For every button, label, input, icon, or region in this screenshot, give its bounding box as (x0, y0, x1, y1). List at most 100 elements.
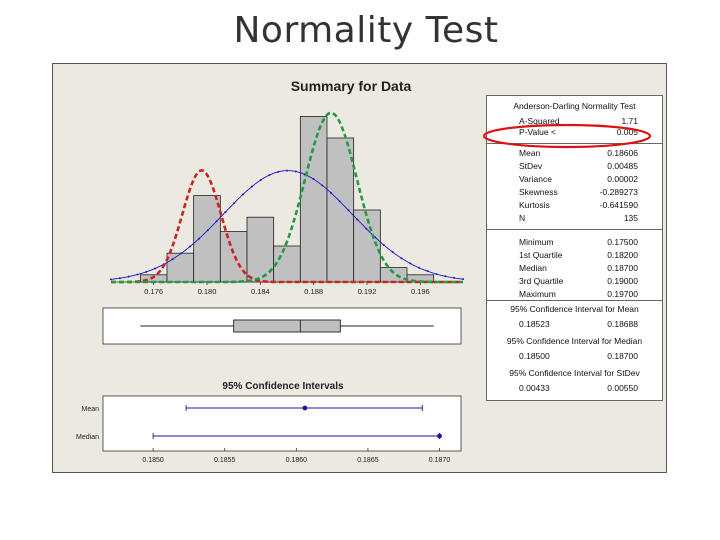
slide-title: Normality Test (233, 10, 499, 51)
ci-upper: 0.18688 (607, 319, 638, 329)
quantile-row: Median 0.18700 (487, 263, 662, 274)
stat-label: Mean (519, 148, 541, 158)
normal-fit-point (409, 262, 412, 265)
summary-chart: Summary for Data 0.176 0.180 0.184 0.188 0.1… (76, 78, 464, 464)
stat-value: 0.005 (616, 127, 638, 137)
ci-section-header: 95% Confidence Interval for Mean (510, 304, 639, 314)
descriptive-row: N 135 (487, 213, 662, 224)
quantile-row: 1st Quartile 0.18200 (487, 250, 662, 261)
stat-value: 135 (623, 213, 638, 223)
ci-upper: 0.18700 (607, 351, 638, 361)
x-tick-label: 0.196 (411, 287, 430, 296)
normal-fit-point (118, 277, 121, 280)
ad-test-header: Anderson-Darling Normality Test (513, 101, 636, 111)
stat-row-a-squared: A-Squared 1.71 (487, 116, 662, 127)
stat-value: 1.71 (621, 116, 638, 126)
normal-fit-point (400, 257, 403, 260)
normal-fit-point (277, 170, 280, 173)
ci-point-estimate (437, 433, 442, 439)
ci-plot-frame (102, 395, 462, 452)
divider (487, 143, 662, 144)
normal-fit-point (391, 251, 394, 254)
normal-fit-point (259, 179, 262, 182)
stat-label: N (519, 213, 526, 223)
ci-category-label: Median (76, 434, 99, 441)
descriptive-row: Skewness -0.289273 (487, 187, 662, 198)
boxplot-box (233, 319, 341, 333)
normal-fit-point (250, 185, 253, 188)
ci-point-estimate (302, 405, 308, 411)
divider (487, 300, 662, 301)
stat-label: Kurtosis (519, 200, 550, 210)
normal-fit-point (444, 275, 447, 278)
stat-value: 0.19000 (607, 276, 638, 286)
x-tick-label: 0.192 (358, 287, 377, 296)
normal-fit-point (286, 169, 288, 172)
normal-fit-point (347, 209, 350, 212)
histogram-bar (326, 137, 355, 283)
green-annotation-curve (111, 111, 463, 284)
quantile-row: 3rd Quartile 0.19000 (487, 276, 662, 287)
x-tick-label: 0.176 (144, 287, 163, 296)
normal-fit-point (180, 252, 183, 255)
ci-upper: 0.00550 (607, 383, 638, 393)
ci-section-values: 0.18500 0.18700 (487, 351, 662, 362)
descriptive-row: StDev 0.00485 (487, 161, 662, 172)
x-tick-label: 0.188 (304, 287, 323, 296)
normal-fit-point (268, 174, 271, 177)
stat-value: 0.00002 (607, 174, 638, 184)
stat-label: StDev (519, 161, 543, 171)
normal-fit-point (453, 276, 456, 279)
stat-value: 0.18700 (607, 263, 638, 273)
histogram-bar (166, 252, 195, 283)
x-tick-label: 0.180 (198, 287, 217, 296)
stat-label: Maximum (519, 289, 556, 299)
minitab-summary-panel: Summary for Data 0.176 0.180 0.184 0.188 0.1… (52, 63, 667, 473)
normal-fit-point (294, 170, 297, 173)
normal-fit-point (312, 178, 315, 181)
ci-x-tick-label: 0.1870 (429, 457, 451, 464)
stat-label: 1st Quartile (519, 250, 563, 260)
ci-title: 95% Confidence Intervals (222, 381, 344, 392)
ci-section-header: 95% Confidence Interval for Median (506, 336, 643, 346)
ci-x-tick-label: 0.1850 (142, 457, 164, 464)
normal-fit-point (206, 229, 209, 232)
normal-fit-point (382, 244, 385, 247)
ci-lower: 0.00433 (519, 383, 550, 393)
normal-fit-point (215, 220, 218, 223)
quantile-row: Minimum 0.17500 (487, 237, 662, 248)
quantile-row: Maximum 0.19700 (487, 289, 662, 300)
stat-label: Skewness (519, 187, 558, 197)
ci-category-label: Mean (81, 406, 99, 413)
ci-section-header: 95% Confidence Interval for StDev (509, 368, 640, 378)
normal-fit-point (365, 227, 368, 230)
normal-fit-point (321, 184, 324, 187)
normal-fit-point (224, 211, 227, 214)
histogram-bar (299, 116, 328, 283)
histogram-bar (379, 267, 408, 283)
stat-value: -0.289273 (599, 187, 638, 197)
normal-fit-point (356, 218, 359, 221)
stat-value: 0.17500 (607, 237, 638, 247)
stat-value: 0.19700 (607, 289, 638, 299)
normal-fit-point (338, 200, 341, 203)
descriptive-row: Variance 0.00002 (487, 174, 662, 185)
stat-value: 0.00485 (607, 161, 638, 171)
descriptive-row: Kurtosis -0.641590 (487, 200, 662, 211)
normal-fit-point (171, 258, 174, 261)
normal-fit-point (127, 275, 130, 278)
normal-fit-point (198, 237, 200, 240)
histogram: 0.176 0.180 0.184 0.188 0.192 0.196 (110, 111, 464, 296)
descriptive-row: Mean 0.18606 (487, 148, 662, 159)
stats-panel: Anderson-Darling Normality Test A-Square… (486, 95, 663, 401)
normal-fit-point (462, 278, 464, 281)
ci-section-values: 0.00433 0.00550 (487, 383, 662, 394)
normal-fit-point (136, 273, 139, 276)
ci-lower: 0.18523 (519, 319, 550, 329)
normal-fit-point (435, 273, 438, 276)
stat-label: Variance (519, 174, 552, 184)
divider (487, 229, 662, 230)
ci-section-values: 0.18523 0.18688 (487, 319, 662, 330)
normal-fit-point (110, 278, 112, 281)
ci-x-tick-label: 0.1865 (357, 457, 379, 464)
